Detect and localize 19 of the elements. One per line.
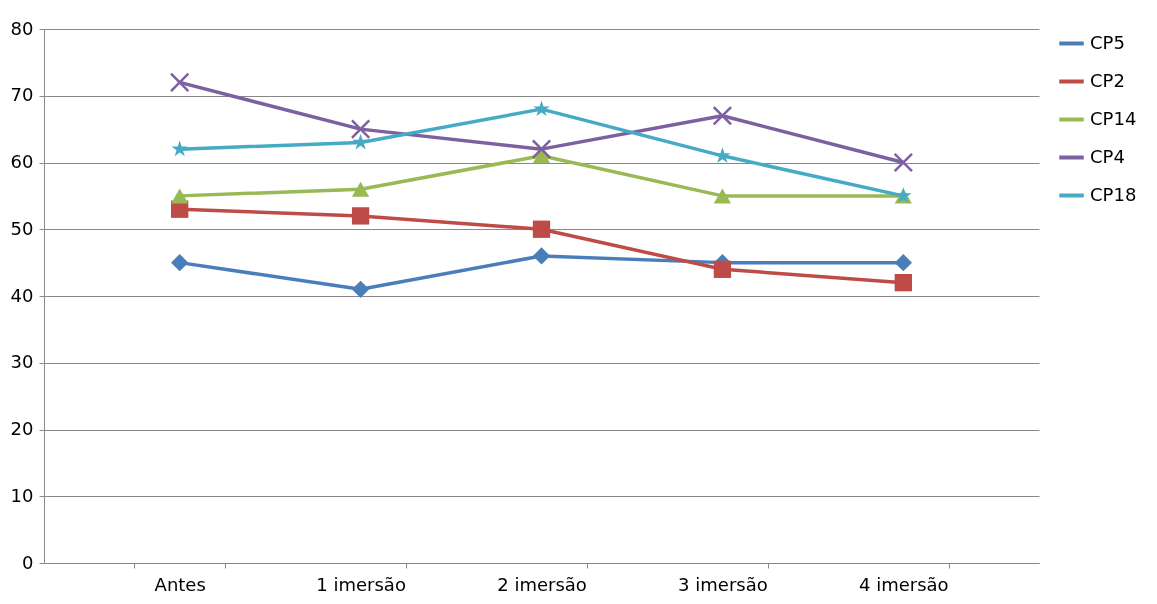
legend-label: CP2 (1090, 69, 1125, 91)
x-tick-label: 3 imersão (678, 573, 768, 595)
y-tick-label: 80 (10, 17, 34, 39)
y-tick-label: 20 (10, 418, 34, 439)
legend-label: CP18 (1090, 183, 1137, 205)
y-tick-label: 60 (10, 151, 34, 172)
x-tick-label: 2 imersão (497, 573, 587, 595)
y-tick-label: 50 (10, 217, 34, 239)
y-tick-label: 30 (10, 351, 34, 373)
y-tick-label: 10 (10, 484, 34, 506)
y-tick-label: 70 (10, 84, 34, 106)
legend-label: CP5 (1090, 31, 1125, 53)
x-tick-label: 4 imersão (859, 573, 949, 595)
y-tick-label: 0 (22, 551, 34, 573)
legend-label: CP4 (1090, 145, 1125, 167)
legend-label: CP14 (1090, 107, 1137, 129)
y-tick-label: 40 (10, 284, 34, 306)
x-tick-label: 1 imersão (316, 573, 406, 595)
x-tick-label: Antes (154, 573, 206, 595)
